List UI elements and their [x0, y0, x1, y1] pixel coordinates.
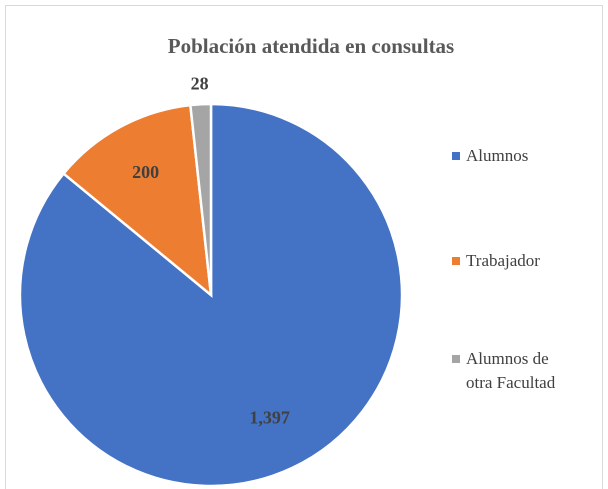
chart-title: Población atendida en consultas: [168, 34, 454, 58]
data-label: 1,397: [249, 408, 290, 428]
legend-item: Alumnos: [452, 144, 566, 168]
legend-item: Alumnos de otra Facultad: [452, 347, 566, 395]
legend-label: Trabajador: [466, 251, 540, 270]
legend-label: Alumnos de otra Facultad: [466, 349, 556, 392]
legend-item: Trabajador: [452, 249, 566, 273]
legend-swatch: [452, 355, 460, 363]
pie-slice: [61, 103, 213, 298]
pie-slice: [188, 102, 213, 296]
legend-label: Alumnos: [466, 146, 529, 165]
legend-swatch: [452, 152, 460, 160]
data-label: 200: [132, 162, 159, 182]
data-label: 28: [191, 73, 209, 93]
legend-swatch: [452, 257, 460, 265]
